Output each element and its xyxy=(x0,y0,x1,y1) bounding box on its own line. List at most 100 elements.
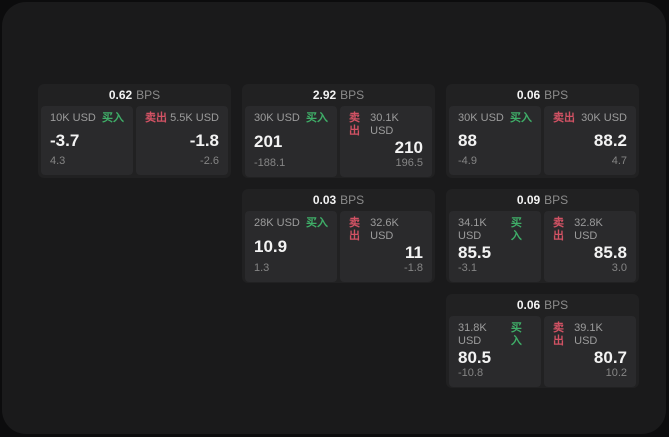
buy-price: 85.5 xyxy=(458,243,492,262)
quote-card-body: 30K USD 买入 88 -4.9 卖出 30K USD 88.2 4.7 xyxy=(446,106,639,178)
bps-value: 0.06 xyxy=(516,298,541,312)
sell-tile-header: 卖出 30.1K USD xyxy=(349,112,423,138)
quote-card: 0.06 BPS 31.8K USD 买入 80.5 -10.8 卖出 39.1… xyxy=(446,294,639,388)
buy-price: 80.5 xyxy=(458,348,492,367)
buy-amount-label: 31.8K USD xyxy=(458,322,487,347)
sell-side-label: 卖出 xyxy=(553,217,564,242)
bps-unit-label: BPS xyxy=(340,193,365,207)
buy-side-label: 买入 xyxy=(306,217,328,229)
sell-delta: 3.0 xyxy=(611,262,627,274)
buy-delta: 1.3 xyxy=(254,262,270,274)
bps-header: 0.09 BPS xyxy=(446,189,639,211)
bps-header: 0.03 BPS xyxy=(242,189,435,211)
bps-header: 0.06 BPS xyxy=(446,84,639,106)
quote-card: 0.62 BPS 10K USD 买入 -3.7 4.3 卖出 5.5K USD xyxy=(38,84,231,178)
buy-tile-header: 28K USD 买入 xyxy=(254,217,328,230)
sell-quote-tile[interactable]: 卖出 30.1K USD 210 196.5 xyxy=(340,106,432,177)
bps-unit-label: BPS xyxy=(136,88,161,102)
sell-delta: -1.8 xyxy=(404,262,423,274)
buy-quote-tile[interactable]: 10K USD 买入 -3.7 4.3 xyxy=(41,106,133,175)
sell-quote-tile[interactable]: 卖出 32.6K USD 11 -1.8 xyxy=(340,211,432,282)
buy-amount-label: 30K USD xyxy=(254,112,300,124)
quote-card-body: 34.1K USD 买入 85.5 -3.1 卖出 32.8K USD 85.8… xyxy=(446,211,639,283)
sell-tile-header: 卖出 39.1K USD xyxy=(553,322,627,348)
buy-quote-tile[interactable]: 31.8K USD 买入 80.5 -10.8 xyxy=(449,316,541,387)
buy-amount-label: 30K USD xyxy=(458,112,504,124)
sell-amount-label: 32.8K USD xyxy=(574,217,603,242)
sell-side-label: 卖出 xyxy=(349,217,360,242)
sell-amount-label: 30K USD xyxy=(581,112,627,124)
sell-amount-label: 39.1K USD xyxy=(574,322,603,347)
buy-side-label: 买入 xyxy=(102,112,124,124)
sell-price: 85.8 xyxy=(593,243,627,262)
buy-quote-tile[interactable]: 34.1K USD 买入 85.5 -3.1 xyxy=(449,211,541,282)
sell-delta: -2.6 xyxy=(200,155,219,167)
buy-tile-header: 31.8K USD 买入 xyxy=(458,322,532,348)
bps-unit-label: BPS xyxy=(544,88,569,102)
bps-unit-label: BPS xyxy=(544,298,569,312)
buy-side-label: 买入 xyxy=(306,112,328,124)
quote-card: 0.06 BPS 30K USD 买入 88 -4.9 卖出 30K USD xyxy=(446,84,639,178)
sell-tile-header: 卖出 32.8K USD xyxy=(553,217,627,243)
sell-quote-tile[interactable]: 卖出 30K USD 88.2 4.7 xyxy=(544,106,636,175)
sell-delta: 4.7 xyxy=(611,155,627,167)
bps-header: 0.62 BPS xyxy=(38,84,231,106)
quote-card: 0.09 BPS 34.1K USD 买入 85.5 -3.1 卖出 32.8K… xyxy=(446,189,639,283)
sell-amount-label: 32.6K USD xyxy=(370,217,399,242)
buy-quote-tile[interactable]: 30K USD 买入 201 -188.1 xyxy=(245,106,337,177)
sell-price: 88.2 xyxy=(593,130,627,150)
sell-price: -1.8 xyxy=(189,130,219,150)
sell-delta: 10.2 xyxy=(605,367,627,379)
sell-side-label: 卖出 xyxy=(145,112,167,124)
sell-price: 80.7 xyxy=(593,348,627,367)
sell-price: 11 xyxy=(405,243,423,262)
bps-value: 0.06 xyxy=(516,88,541,102)
buy-tile-header: 30K USD 买入 xyxy=(254,112,328,125)
sell-tile-header: 卖出 30K USD xyxy=(553,112,627,125)
buy-delta: -10.8 xyxy=(458,367,484,379)
sell-delta: 196.5 xyxy=(395,157,423,169)
buy-delta: 4.3 xyxy=(50,155,66,167)
quote-card-body: 30K USD 买入 201 -188.1 卖出 30.1K USD 210 1… xyxy=(242,106,435,178)
buy-delta: -188.1 xyxy=(254,157,286,169)
quote-card: 2.92 BPS 30K USD 买入 201 -188.1 卖出 30.1K … xyxy=(242,84,435,178)
quote-card-body: 10K USD 买入 -3.7 4.3 卖出 5.5K USD -1.8 -2.… xyxy=(38,106,231,178)
bps-unit-label: BPS xyxy=(340,88,365,102)
sell-quote-tile[interactable]: 卖出 39.1K USD 80.7 10.2 xyxy=(544,316,636,387)
buy-price: -3.7 xyxy=(50,130,80,150)
buy-amount-label: 10K USD xyxy=(50,112,96,124)
quote-card-body: 28K USD 买入 10.9 1.3 卖出 32.6K USD 11 -1.8 xyxy=(242,211,435,283)
sell-quote-tile[interactable]: 卖出 32.8K USD 85.8 3.0 xyxy=(544,211,636,282)
buy-tile-header: 30K USD 买入 xyxy=(458,112,532,125)
sell-quote-tile[interactable]: 卖出 5.5K USD -1.8 -2.6 xyxy=(136,106,228,175)
bps-value: 2.92 xyxy=(312,88,337,102)
buy-delta: -4.9 xyxy=(458,155,477,167)
buy-delta: -3.1 xyxy=(458,262,477,274)
sell-amount-label: 5.5K USD xyxy=(170,112,219,124)
sell-side-label: 卖出 xyxy=(349,112,360,137)
bps-header: 0.06 BPS xyxy=(446,294,639,316)
buy-quote-tile[interactable]: 28K USD 买入 10.9 1.3 xyxy=(245,211,337,282)
quote-card-body: 31.8K USD 买入 80.5 -10.8 卖出 39.1K USD 80.… xyxy=(446,316,639,388)
bps-unit-label: BPS xyxy=(544,193,569,207)
buy-tile-header: 10K USD 买入 xyxy=(50,112,124,125)
buy-side-label: 买入 xyxy=(510,217,522,242)
sell-side-label: 卖出 xyxy=(553,112,575,124)
sell-side-label: 卖出 xyxy=(553,322,564,347)
buy-side-label: 买入 xyxy=(510,322,522,347)
bps-value: 0.03 xyxy=(312,193,337,207)
sell-amount-label: 30.1K USD xyxy=(370,112,399,137)
buy-amount-label: 28K USD xyxy=(254,217,300,229)
sell-tile-header: 卖出 32.6K USD xyxy=(349,217,423,243)
buy-tile-header: 34.1K USD 买入 xyxy=(458,217,532,243)
buy-price: 10.9 xyxy=(254,236,288,256)
buy-price: 88 xyxy=(458,130,477,150)
quote-grid: 0.62 BPS 10K USD 买入 -3.7 4.3 卖出 5.5K USD xyxy=(38,84,639,388)
bps-value: 0.62 xyxy=(108,88,133,102)
buy-amount-label: 34.1K USD xyxy=(458,217,487,242)
buy-price: 201 xyxy=(254,131,283,151)
buy-quote-tile[interactable]: 30K USD 买入 88 -4.9 xyxy=(449,106,541,175)
buy-side-label: 买入 xyxy=(510,112,532,124)
